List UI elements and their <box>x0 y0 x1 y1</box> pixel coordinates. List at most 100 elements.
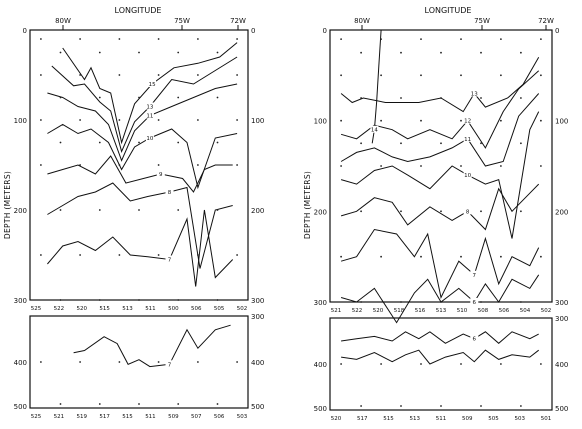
station-point <box>79 164 81 166</box>
station-point <box>59 141 62 144</box>
station-label: 511 <box>145 306 156 312</box>
station-point <box>79 74 81 76</box>
station-point <box>59 403 62 405</box>
left-contours <box>47 42 238 368</box>
station-point <box>138 403 140 405</box>
station-label: 510 <box>457 308 468 314</box>
station-point <box>59 96 62 99</box>
station-point <box>236 38 239 40</box>
x-tick-label: 75W <box>474 17 490 25</box>
station-label: 507 <box>191 414 202 420</box>
station-point <box>118 254 121 256</box>
y-tick-label-right: 400 <box>555 361 568 369</box>
right-lower-frame <box>329 317 553 411</box>
isotherm-line <box>340 228 540 300</box>
station-point <box>157 38 160 40</box>
station-point <box>138 141 140 144</box>
contour-label-bg <box>165 188 174 195</box>
station-point <box>440 51 442 54</box>
station-label: 519 <box>77 414 88 420</box>
contour-label-bg <box>165 255 174 263</box>
station-point <box>420 74 422 77</box>
isotherm-line <box>51 56 238 154</box>
station-label: 515 <box>99 306 110 312</box>
station-point <box>98 141 101 144</box>
contour-label-bg <box>470 334 479 342</box>
station-label: 509 <box>462 416 473 422</box>
isotherm-line <box>340 111 540 239</box>
station-point <box>157 164 160 166</box>
y-tick-label-left: 300 <box>14 297 27 305</box>
station-label: 511 <box>145 414 156 420</box>
contour-label: 9 <box>159 172 163 178</box>
y-tick-label-right: 300 <box>555 299 568 307</box>
station-label: 505 <box>488 416 499 422</box>
station-point <box>380 74 382 77</box>
station-point <box>420 119 422 122</box>
station-point <box>40 254 42 256</box>
contour-label-bg <box>470 89 479 97</box>
station-point <box>216 209 219 211</box>
isotherm-line <box>47 182 233 269</box>
station-point <box>177 403 180 405</box>
isotherm-line <box>340 274 540 324</box>
station-label: 503 <box>515 416 526 422</box>
station-point <box>480 142 482 145</box>
station-label: 521 <box>54 414 65 420</box>
isotherm-line <box>47 155 233 193</box>
station-point <box>98 51 101 54</box>
station-point <box>400 210 402 213</box>
station-point <box>420 363 422 365</box>
station-label: 518 <box>394 308 405 314</box>
y-tick-label-left: 200 <box>14 207 27 215</box>
station-point <box>440 210 442 213</box>
station-point <box>79 38 81 40</box>
station-point <box>540 119 542 122</box>
station-point <box>540 363 542 365</box>
contour-label-bg <box>463 116 472 124</box>
station-point <box>520 97 522 99</box>
contour-label: 13 <box>146 105 153 111</box>
station-point <box>500 38 502 40</box>
station-label: 515 <box>122 414 133 420</box>
isotherm-line <box>73 324 231 368</box>
y-tick-label-left: 500 <box>314 405 327 413</box>
station-point <box>98 403 101 405</box>
x-tick-label: 75W <box>174 17 190 25</box>
right-contour-labels: 14 13 12 11 10 8 7 6 6 <box>370 89 479 343</box>
contour-label-bg <box>165 360 174 368</box>
y-tick-label-right: 500 <box>555 405 568 413</box>
x-tick-label: 80W <box>55 17 71 25</box>
station-point <box>500 363 502 365</box>
isotherm-line <box>340 70 540 149</box>
station-point <box>157 361 160 363</box>
station-point <box>157 254 160 256</box>
station-point <box>520 142 522 145</box>
left-y-axis-label: DEPTH (METERS) <box>3 171 12 239</box>
left-x-ticks: 80W 75W 72W <box>55 17 246 30</box>
contour-label-bg <box>145 111 154 119</box>
right-y-ticks: 0 0 100 100 200 200 300 300 400 500 300 400 500 <box>314 27 569 413</box>
contour-label: 14 <box>371 128 378 134</box>
station-point <box>400 405 402 407</box>
station-point <box>400 301 402 303</box>
contour-label-bg <box>463 207 472 215</box>
y-tick-label-right: 300 <box>251 297 264 305</box>
left-contour-labels: 15 13 11 10 9 8 7 7 <box>145 80 174 368</box>
station-point <box>138 299 140 301</box>
station-point <box>500 74 502 77</box>
y-tick-label-right: 400 <box>251 359 264 367</box>
station-label: 513 <box>436 308 447 314</box>
station-point <box>118 164 121 166</box>
station-point <box>216 141 219 144</box>
station-point <box>460 363 462 365</box>
station-point <box>40 361 42 363</box>
y-tick-label-left: 200 <box>314 208 327 216</box>
station-point <box>138 96 140 99</box>
y-tick-label-left: 500 <box>14 403 27 411</box>
station-point <box>380 165 382 167</box>
station-point <box>480 51 482 54</box>
station-point <box>177 51 180 54</box>
station-point <box>197 38 199 40</box>
